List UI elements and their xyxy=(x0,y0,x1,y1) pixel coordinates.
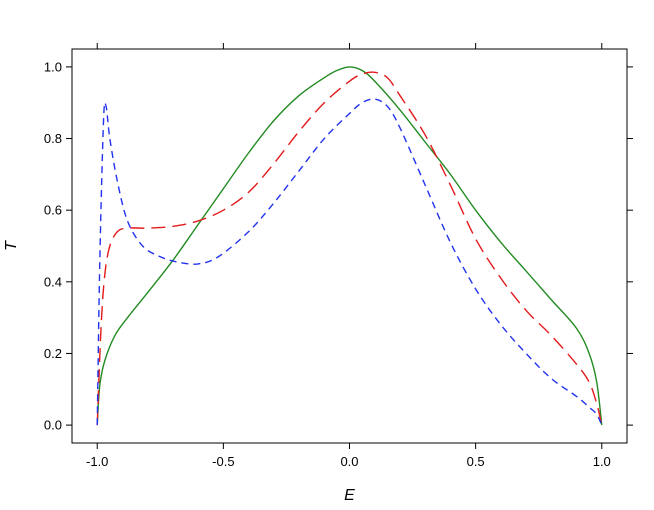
x-tick-label: -1.0 xyxy=(86,454,108,469)
x-tick-label: 0.5 xyxy=(467,454,485,469)
y-tick-label: 0.2 xyxy=(44,346,62,361)
x-tick-label: 0.0 xyxy=(340,454,358,469)
y-tick-label: 0.0 xyxy=(44,418,62,433)
series-line-red-long-dash xyxy=(96,71,603,426)
axis-ticks: -1.0 -0.5 0.0 0.5 1.0 0.0 0.2 0.4 0.6 0.8 1.0 xyxy=(44,43,633,469)
y-tick-label: 1.0 xyxy=(44,59,62,74)
y-tick-label: 0.6 xyxy=(44,203,62,218)
series-layer xyxy=(96,66,603,426)
y-tick-label: 0.4 xyxy=(44,274,62,289)
series-line-blue-short-dash xyxy=(96,98,603,426)
x-axis-label: E xyxy=(344,487,355,504)
y-axis-label: T xyxy=(3,240,20,251)
series-line-green-solid xyxy=(96,66,603,426)
x-tick-label: -0.5 xyxy=(212,454,234,469)
x-tick-label: 1.0 xyxy=(593,454,611,469)
plot-frame xyxy=(71,48,628,444)
y-tick-label: 0.8 xyxy=(44,131,62,146)
